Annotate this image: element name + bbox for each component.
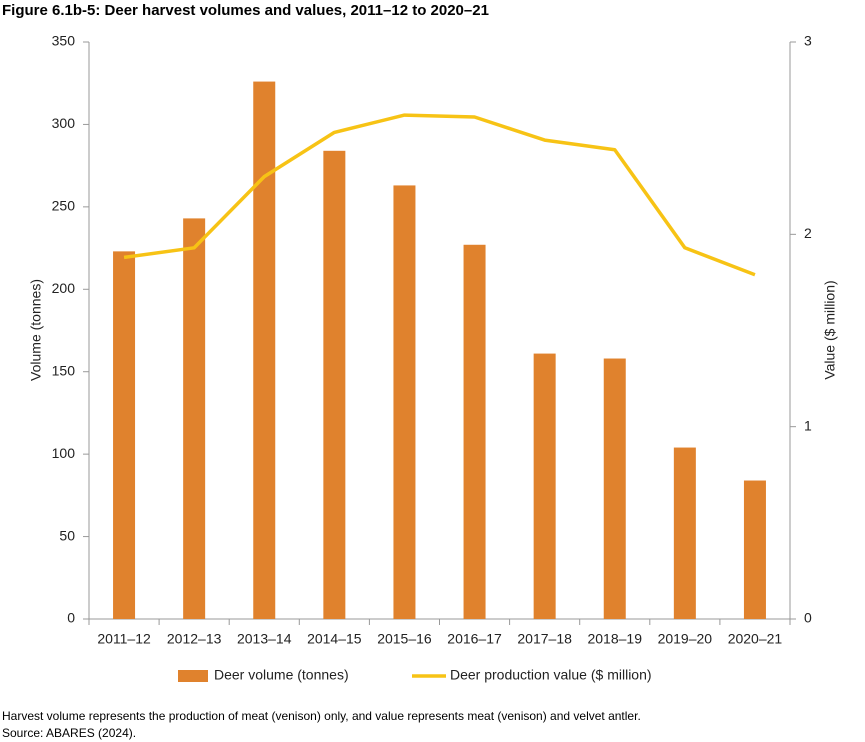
chart-title: Figure 6.1b-5: Deer harvest volumes and … [2, 2, 489, 19]
y-tick-label: 150 [52, 362, 76, 378]
bar [743, 480, 766, 619]
bar [673, 447, 696, 619]
legend-swatch [178, 670, 208, 682]
x-tick-label: 2015–16 [377, 631, 432, 647]
x-tick-label: 2017–18 [517, 631, 572, 647]
y-tick-label: 50 [59, 527, 75, 543]
y-tick-label: 100 [52, 445, 76, 461]
source: Source: ABARES (2024). [2, 726, 136, 740]
y-tick-label: 350 [52, 33, 76, 49]
y2-tick-label: 1 [804, 417, 812, 433]
bar [183, 218, 206, 619]
x-tick-label: 2013–14 [237, 631, 292, 647]
y2-tick-label: 0 [804, 610, 812, 626]
x-tick-label: 2011–12 [97, 631, 151, 647]
x-tick-label: 2020–21 [728, 631, 783, 647]
note: Harvest volume represents the production… [2, 709, 641, 723]
x-tick-label: 2014–15 [307, 631, 362, 647]
bar [533, 353, 556, 619]
y2-tick-label: 2 [804, 225, 812, 241]
x-tick-label: 2018–19 [587, 631, 642, 647]
y-tick-label: 300 [52, 115, 76, 131]
legend-label: Deer production value ($ million) [450, 667, 652, 683]
line [123, 113, 756, 277]
y-tick-label: 200 [52, 280, 76, 296]
bar [393, 185, 416, 619]
legend-label: Deer volume (tonnes) [214, 667, 349, 683]
y-tick-label: 250 [52, 198, 76, 214]
bar [603, 358, 626, 619]
y-tick-label: 0 [67, 610, 75, 626]
y2-axis-label: Value ($ million) [822, 280, 838, 379]
bar [463, 244, 486, 619]
bar [253, 81, 276, 619]
x-tick-label: 2012–13 [167, 631, 222, 647]
y2-tick-label: 3 [804, 33, 812, 49]
bar [113, 251, 136, 619]
x-tick-label: 2016–17 [447, 631, 502, 647]
bar [323, 150, 346, 619]
x-tick-label: 2019–20 [658, 631, 713, 647]
y-axis-label: Volume (tonnes) [28, 279, 44, 381]
